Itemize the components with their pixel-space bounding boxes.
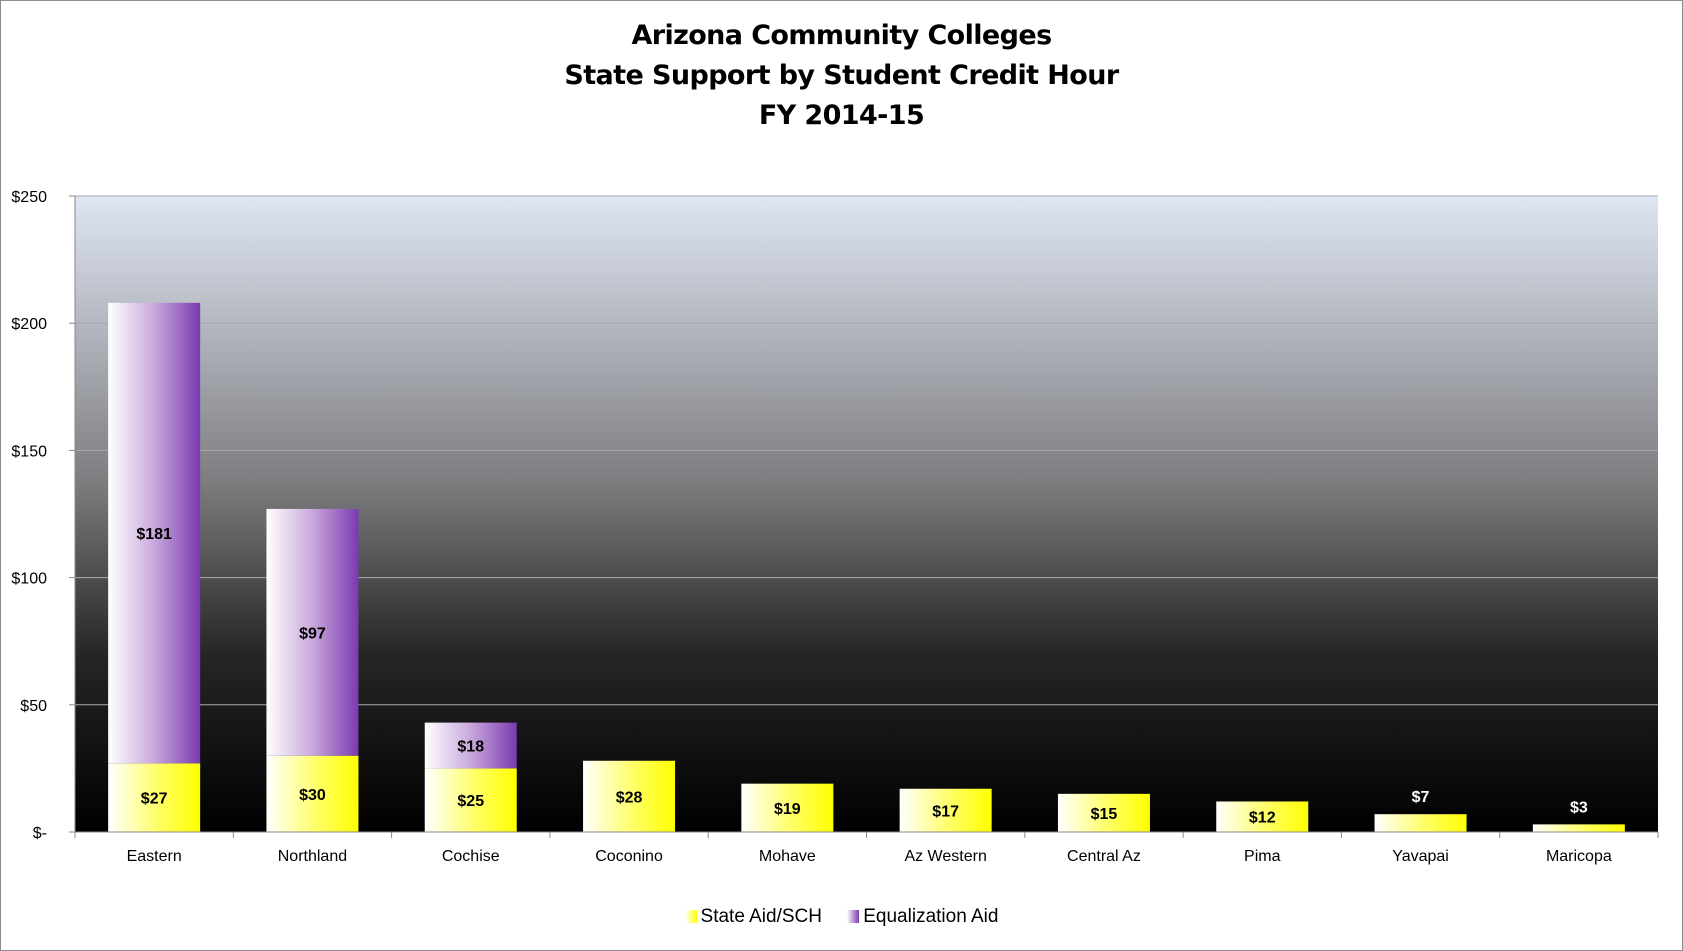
bar-state-aid	[266, 755, 359, 832]
bar-state-aid	[1057, 793, 1150, 832]
x-tick-label: Central Az	[1067, 848, 1141, 865]
bar-equalization-aid	[424, 722, 517, 769]
chart-title: Arizona Community Colleges State Support…	[0, 16, 1683, 136]
data-label-state-aid: $19	[774, 801, 801, 818]
bar-state-aid	[741, 783, 834, 832]
chart-title-line-2: State Support by Student Credit Hour	[564, 60, 1119, 91]
data-label-state-aid: $15	[1091, 806, 1118, 823]
y-tick-label: $100	[11, 571, 47, 588]
y-tick-label: $-	[33, 825, 47, 842]
bar-state-aid	[899, 788, 992, 832]
legend-label-state-aid: State Aid/SCH	[700, 906, 822, 927]
legend-label-equalization-aid: Equalization Aid	[863, 906, 999, 927]
x-tick-label: Eastern	[127, 848, 182, 865]
chart-title-line-1: Arizona Community Colleges	[631, 20, 1052, 51]
y-tick-label: $150	[11, 443, 47, 460]
bar-state-aid	[1532, 824, 1625, 832]
data-label-state-aid: $7	[1412, 789, 1430, 806]
x-tick-label: Az Western	[904, 848, 986, 865]
bars: $27 $181 $30 $97 $25 $18 $28 $19 $17 $15 $12 $7 $3	[108, 302, 1625, 832]
data-label-state-aid: $17	[932, 803, 959, 820]
legend-item-state-aid: State Aid/SCH	[684, 906, 822, 928]
data-label-state-aid: $27	[141, 791, 168, 808]
x-tick-label: Coconino	[595, 848, 663, 865]
legend-swatch-state-aid	[684, 910, 697, 923]
data-label-state-aid: $28	[616, 789, 643, 806]
data-label-state-aid: $25	[457, 793, 484, 810]
bar-state-aid	[1216, 801, 1309, 832]
data-label-equalization-aid: $181	[136, 526, 172, 543]
data-label-equalization-aid: $18	[457, 739, 484, 756]
y-tick-label: $200	[11, 316, 47, 333]
chart-title-line-3: FY 2014-15	[758, 100, 925, 131]
data-label-equalization-aid: $97	[299, 625, 326, 642]
y-tick-label: $50	[20, 698, 47, 715]
legend: State Aid/SCH Equalization Aid	[0, 906, 1683, 928]
axes: $- $50 $100 $150 $200 $250 Eastern Northland Coc…	[11, 189, 1659, 865]
bar-state-aid	[1374, 814, 1467, 832]
data-label-state-aid: $30	[299, 787, 326, 804]
bar-state-aid	[108, 763, 201, 832]
legend-swatch-equalization-aid	[847, 910, 860, 923]
y-tick-label: $250	[11, 189, 47, 206]
x-tick-label: Yavapai	[1392, 848, 1449, 865]
data-label-state-aid: $12	[1249, 810, 1276, 827]
legend-item-equalization-aid: Equalization Aid	[847, 906, 998, 928]
x-tick-label: Northland	[278, 848, 347, 865]
x-tick-label: Pima	[1244, 848, 1281, 865]
x-tick-label: Cochise	[442, 848, 500, 865]
bar-equalization-aid	[108, 302, 201, 764]
x-tick-label: Mohave	[759, 848, 816, 865]
bar-state-aid	[424, 768, 517, 832]
bar-state-aid	[583, 760, 676, 832]
data-label-state-aid: $3	[1570, 799, 1588, 816]
x-tick-label: Maricopa	[1546, 848, 1612, 865]
bar-equalization-aid	[266, 508, 359, 756]
